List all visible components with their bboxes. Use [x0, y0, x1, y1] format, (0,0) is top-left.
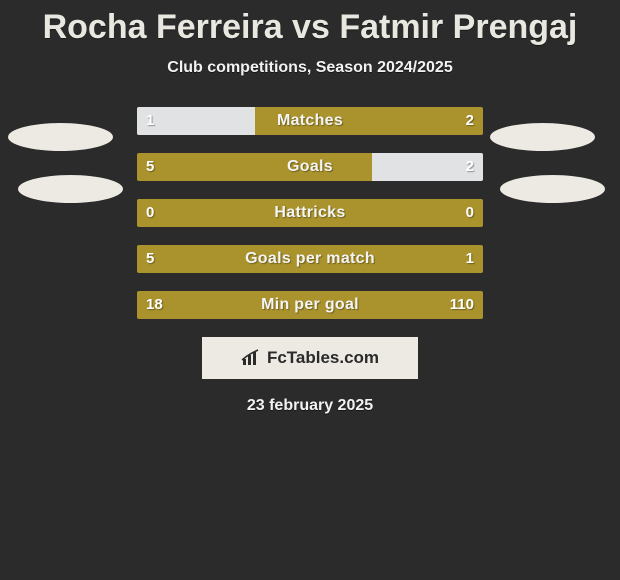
bar-track: 18110Min per goal	[137, 291, 483, 319]
stat-row: 18110Min per goal	[0, 291, 620, 319]
stat-label: Min per goal	[137, 291, 483, 319]
bar-track: 12Matches	[137, 107, 483, 135]
subtitle: Club competitions, Season 2024/2025	[0, 59, 620, 77]
stat-label: Hattricks	[137, 199, 483, 227]
decorative-ellipse	[18, 175, 123, 203]
decorative-ellipse	[490, 123, 595, 151]
stat-label: Matches	[137, 107, 483, 135]
decorative-ellipse	[8, 123, 113, 151]
bar-track: 00Hattricks	[137, 199, 483, 227]
date-label: 23 february 2025	[0, 397, 620, 415]
bar-track: 51Goals per match	[137, 245, 483, 273]
stat-row: 00Hattricks	[0, 199, 620, 227]
brand-text: FcTables.com	[267, 348, 379, 368]
decorative-ellipse	[500, 175, 605, 203]
chart-icon	[241, 349, 261, 367]
stat-label: Goals	[137, 153, 483, 181]
stat-row: 51Goals per match	[0, 245, 620, 273]
page-title: Rocha Ferreira vs Fatmir Prengaj	[0, 0, 620, 47]
stat-label: Goals per match	[137, 245, 483, 273]
bar-track: 52Goals	[137, 153, 483, 181]
brand-footer: FcTables.com	[202, 337, 418, 379]
